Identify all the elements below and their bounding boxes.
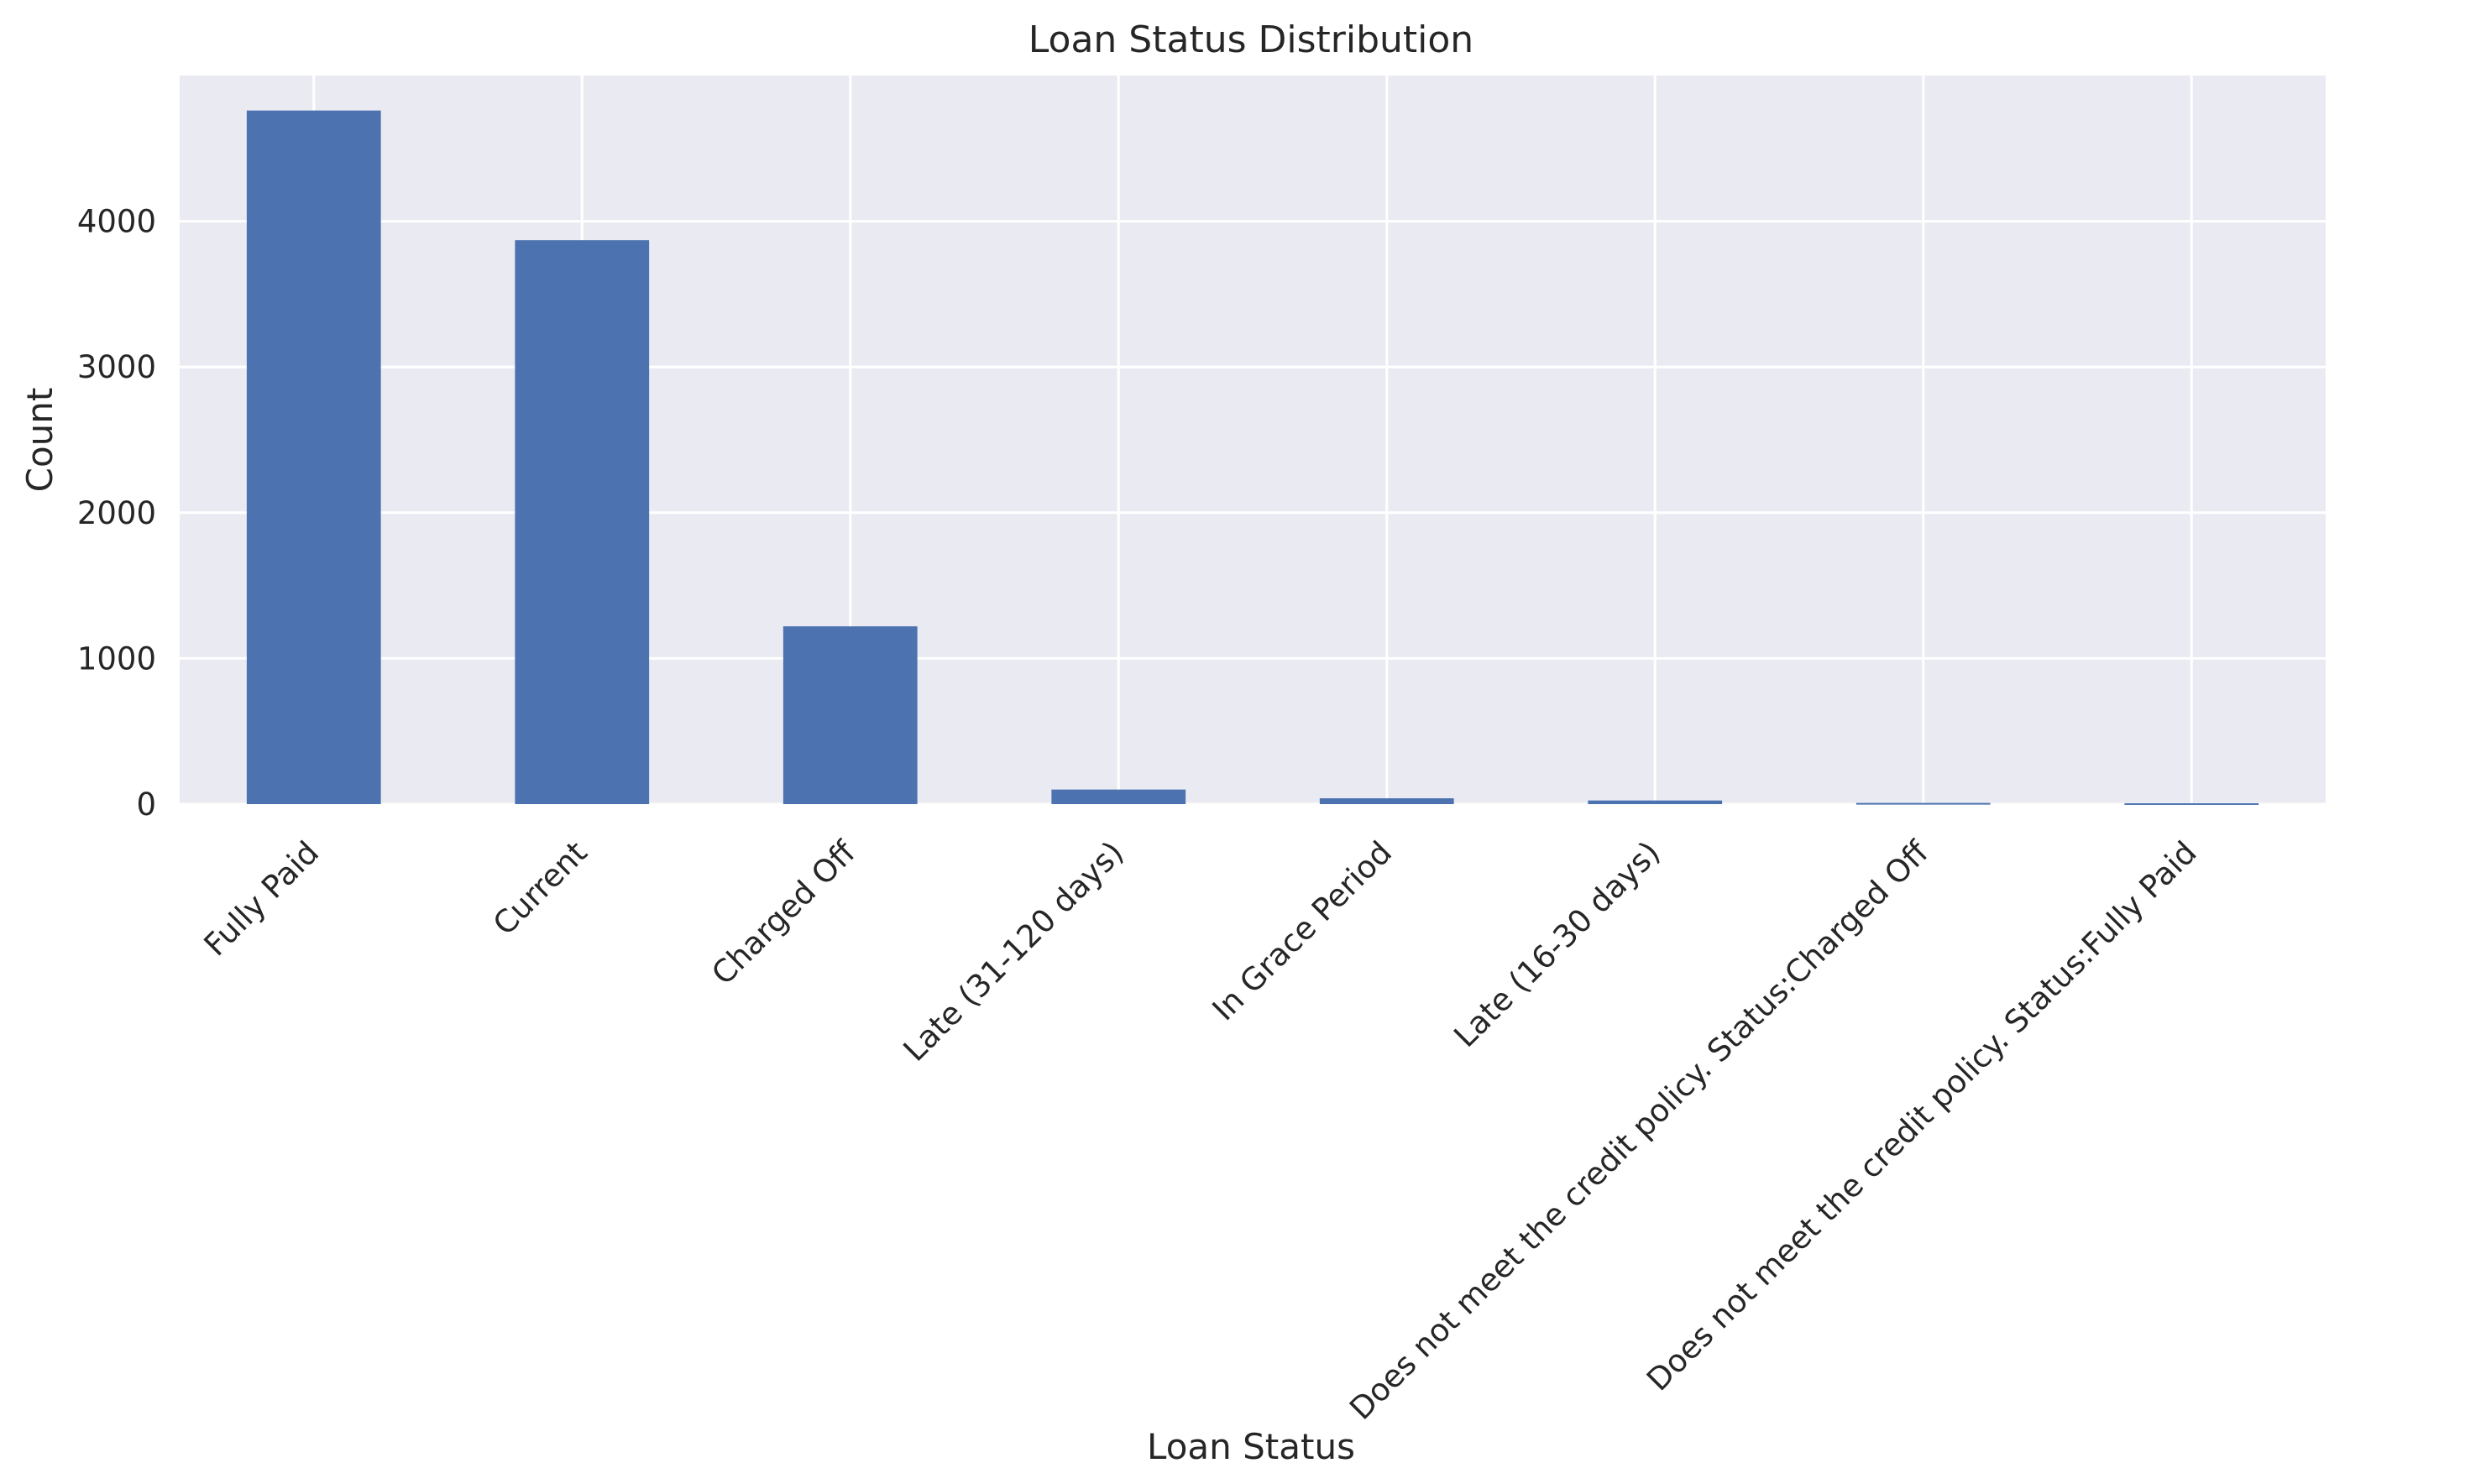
plot-area bbox=[180, 76, 2326, 804]
bars bbox=[246, 110, 2259, 805]
x-tick-label: Charged Off bbox=[704, 833, 863, 992]
y-tick-label: 3000 bbox=[77, 349, 156, 385]
chart-title: Loan Status Distribution bbox=[1029, 18, 1473, 61]
bar-2 bbox=[515, 240, 650, 805]
x-tick-label: Current bbox=[486, 834, 594, 943]
bar-3 bbox=[783, 626, 918, 804]
bar-7 bbox=[1856, 802, 1991, 805]
x-tick-labels: Fully Paid Current Charged Off Late (31-120… bbox=[197, 833, 2204, 1427]
x-tick-label: Late (16-30 days) bbox=[1447, 834, 1667, 1054]
bar-1 bbox=[246, 110, 381, 804]
x-tick-label: Late (31-120 days) bbox=[897, 834, 1131, 1069]
y-tick-label: 0 bbox=[136, 786, 156, 823]
bar-5 bbox=[1319, 798, 1454, 804]
bar-8 bbox=[2124, 802, 2259, 805]
x-tick-label: Does not meet the credit policy. Status:… bbox=[1343, 833, 1936, 1427]
x-tick-label: Fully Paid bbox=[197, 834, 326, 963]
x-tick-label: Does not meet the credit policy. Status:… bbox=[1640, 834, 2204, 1398]
x-tick-label: In Grace Period bbox=[1206, 834, 1399, 1027]
y-tick-labels: 0 1000 2000 3000 4000 bbox=[77, 204, 156, 823]
y-axis-label: Count bbox=[19, 388, 60, 493]
y-tick-label: 1000 bbox=[77, 640, 156, 677]
bar-6 bbox=[1588, 800, 1723, 804]
y-tick-label: 2000 bbox=[77, 495, 156, 531]
y-tick-label: 4000 bbox=[77, 204, 156, 240]
bar-4 bbox=[1051, 789, 1186, 804]
x-axis-label: Loan Status bbox=[1147, 1426, 1355, 1467]
